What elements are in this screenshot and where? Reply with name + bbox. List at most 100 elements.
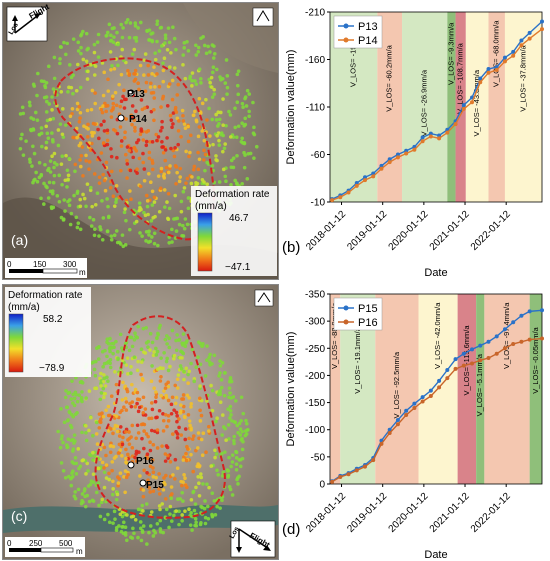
map-a-image: P13 P14 Flight Los Deformation rate (mm/… (3, 3, 278, 279)
data-point-p16 (527, 337, 532, 342)
data-point-p16 (395, 422, 400, 427)
data-point-p13 (478, 76, 483, 81)
rate-band (484, 294, 530, 484)
data-point-p13 (527, 30, 532, 35)
x-axis-label: Date (424, 549, 447, 561)
data-point-p16 (346, 472, 351, 477)
north-arrow-icon (252, 7, 274, 27)
colorbar-a-min: −47.1 (225, 262, 251, 273)
rate-band-label: V_LOS= -26.9mm/a (420, 69, 429, 136)
y-tick-label: -210 (305, 8, 325, 19)
y-tick-label: -150 (305, 398, 325, 409)
colorbar-a-max: 46.7 (229, 213, 249, 224)
data-point-p14 (404, 151, 409, 156)
data-point-p15 (453, 357, 458, 362)
point-p14-marker (117, 114, 125, 122)
rate-band-label: V_LOS= -92.5mm/a (392, 351, 401, 418)
data-point-p14 (412, 147, 417, 152)
map-panel-a: P13 P14 Flight Los Deformation rate (mm/… (2, 2, 279, 280)
data-point-p14 (362, 178, 367, 183)
data-point-p16 (371, 458, 376, 463)
rate-band (447, 12, 456, 202)
data-point-p16 (470, 361, 475, 366)
colorbar-a-title: Deformation rate (195, 189, 270, 200)
x-tick-label: 2018-01-12 (304, 209, 348, 253)
rate-band-label: V_LOS= -43.8mm/a (472, 69, 481, 136)
data-point-p14 (453, 122, 458, 127)
data-point-p16 (338, 474, 343, 479)
rate-band-label: V_LOS= -97.4mm/a (502, 302, 511, 369)
x-tick-label: 2022-01-12 (469, 491, 513, 535)
scale-a-tick-2: 300 (63, 260, 77, 269)
data-point-p13 (354, 181, 359, 185)
data-point-p13 (502, 55, 507, 60)
data-point-p13 (395, 152, 400, 157)
data-point-p14 (346, 190, 351, 195)
y-tick-label: -60 (311, 150, 326, 161)
data-point-p15 (420, 395, 425, 400)
data-point-p15 (478, 343, 483, 348)
scale-a-tick-1: 150 (33, 260, 47, 269)
data-point-p16 (502, 346, 507, 351)
data-point-p14 (379, 166, 384, 171)
rate-band-label: V_LOS= -108.7mm/a (456, 42, 465, 113)
map-c-image: P16 P15 Deformation rate (mm/a) 58.2 −78… (3, 285, 278, 559)
scale-c-unit: m (76, 547, 83, 556)
data-point-p16 (412, 406, 417, 410)
y-tick-label: -200 (305, 371, 325, 382)
rate-band (529, 294, 542, 484)
data-point-p15 (437, 378, 442, 383)
flight-los-arrow-c: Flight Los (229, 520, 276, 558)
y-tick-label: 0 (319, 480, 325, 491)
point-p13-marker (127, 89, 135, 97)
y-tick-label: -10 (311, 198, 326, 209)
legend-marker (343, 37, 349, 43)
point-p15-marker (139, 479, 147, 487)
data-point-p14 (470, 100, 475, 105)
rate-band-label: V_LOS= -68.0mm/a (492, 20, 501, 87)
y-tick-label: -160 (305, 55, 325, 66)
data-point-p14 (437, 136, 442, 141)
legend-box (333, 297, 383, 331)
data-point-p16 (437, 385, 442, 390)
y-tick-label: -50 (311, 452, 326, 463)
rate-band (375, 294, 419, 484)
data-point-p16 (511, 341, 516, 346)
data-point-p16 (404, 413, 409, 418)
data-point-p16 (519, 339, 524, 344)
rate-band-label: V_LOS= -60.2mm/a (385, 44, 394, 111)
data-point-p14 (428, 134, 433, 139)
colorbar-c: Deformation rate (mm/a) 58.2 −78.9 (5, 287, 91, 377)
colorbar-a: Deformation rate (mm/a) 46.7 −47.1 (191, 186, 277, 276)
colorbar-a-unit: (mm/a) (195, 201, 227, 212)
river (3, 504, 278, 533)
point-p13-label: P13 (127, 89, 145, 100)
data-point-p14 (486, 70, 491, 75)
rate-band-label: V_LOS= -0.05mm/a (531, 326, 540, 393)
rate-band (457, 294, 477, 484)
rate-band (455, 12, 466, 202)
legend-label: P13 (358, 21, 378, 33)
panel-letter: (b) (282, 239, 300, 256)
colorbar-c-max: 58.2 (43, 314, 63, 325)
data-point-p15 (502, 327, 507, 332)
data-point-p14 (540, 27, 544, 32)
rate-band-label: V_LOS= -88.9mm/a (330, 302, 339, 369)
data-point-p13 (511, 49, 516, 54)
panel-letter: (d) (282, 521, 300, 538)
scale-a-tick-0: 0 (7, 260, 12, 269)
data-point-p15 (511, 320, 516, 325)
data-point-p13 (540, 19, 544, 24)
rate-band (402, 12, 448, 202)
scale-c-tick-1: 250 (29, 539, 43, 548)
scale-bar-a: 0 150 300 m (5, 258, 87, 278)
data-point-p15 (412, 401, 417, 406)
rate-band-label: V_LOS= -19.1mm/a (353, 326, 362, 393)
data-point-p14 (330, 198, 335, 203)
rate-band-label: V_LOS= -19.0mm/a (349, 20, 358, 87)
data-point-p14 (395, 155, 400, 160)
rate-band-label: V_LOS= -5.1mm/a (475, 353, 484, 416)
rate-band (465, 12, 489, 202)
